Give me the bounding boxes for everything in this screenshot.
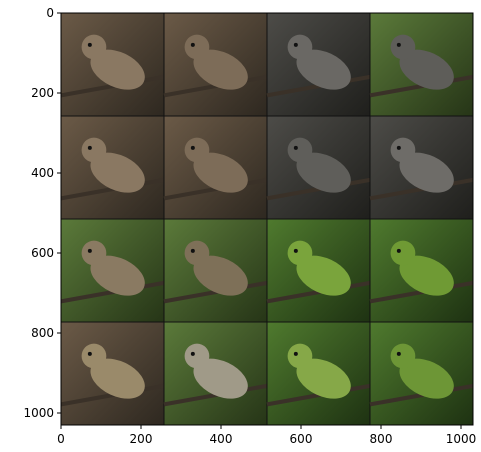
bird-head <box>82 35 107 60</box>
bird-head <box>288 344 313 369</box>
bird-eye <box>294 146 298 150</box>
bird-head <box>391 344 416 369</box>
bird-head <box>185 344 210 369</box>
x-tick-label: 200 <box>130 432 153 446</box>
bird-eye <box>191 352 195 356</box>
x-tick-label: 800 <box>370 432 393 446</box>
bird-eye <box>294 352 298 356</box>
bird-head <box>185 241 210 266</box>
y-tick-label: 1000 <box>23 406 54 420</box>
y-tick-label: 200 <box>31 86 54 100</box>
bird-head <box>288 138 313 163</box>
bird-head <box>82 241 107 266</box>
bird-eye <box>191 146 195 150</box>
bird-eye <box>88 146 92 150</box>
bird-head <box>82 138 107 163</box>
bird-eye <box>88 249 92 253</box>
x-tick-label: 0 <box>57 432 65 446</box>
bird-head <box>185 35 210 60</box>
bird-eye <box>294 249 298 253</box>
bird-head <box>391 138 416 163</box>
y-tick-label: 0 <box>46 6 54 20</box>
bird-head <box>82 344 107 369</box>
bird-eye <box>88 43 92 47</box>
bird-eye <box>397 352 401 356</box>
image-grid <box>61 13 473 425</box>
bird-head <box>185 138 210 163</box>
x-tick-label: 1000 <box>446 432 477 446</box>
bird-eye <box>294 43 298 47</box>
x-tick-label: 400 <box>210 432 233 446</box>
bird-eye <box>397 249 401 253</box>
bird-eye <box>88 352 92 356</box>
x-tick-label: 600 <box>290 432 313 446</box>
bird-eye <box>397 43 401 47</box>
bird-head <box>391 35 416 60</box>
bird-head <box>391 241 416 266</box>
bird-eye <box>191 43 195 47</box>
y-tick-label: 400 <box>31 166 54 180</box>
bird-eye <box>397 146 401 150</box>
bird-head <box>288 35 313 60</box>
y-tick-label: 800 <box>31 326 54 340</box>
y-tick-label: 600 <box>31 246 54 260</box>
bird-head <box>288 241 313 266</box>
bird-eye <box>191 249 195 253</box>
chart: 0200400600800100002004006008001000 <box>0 0 481 452</box>
